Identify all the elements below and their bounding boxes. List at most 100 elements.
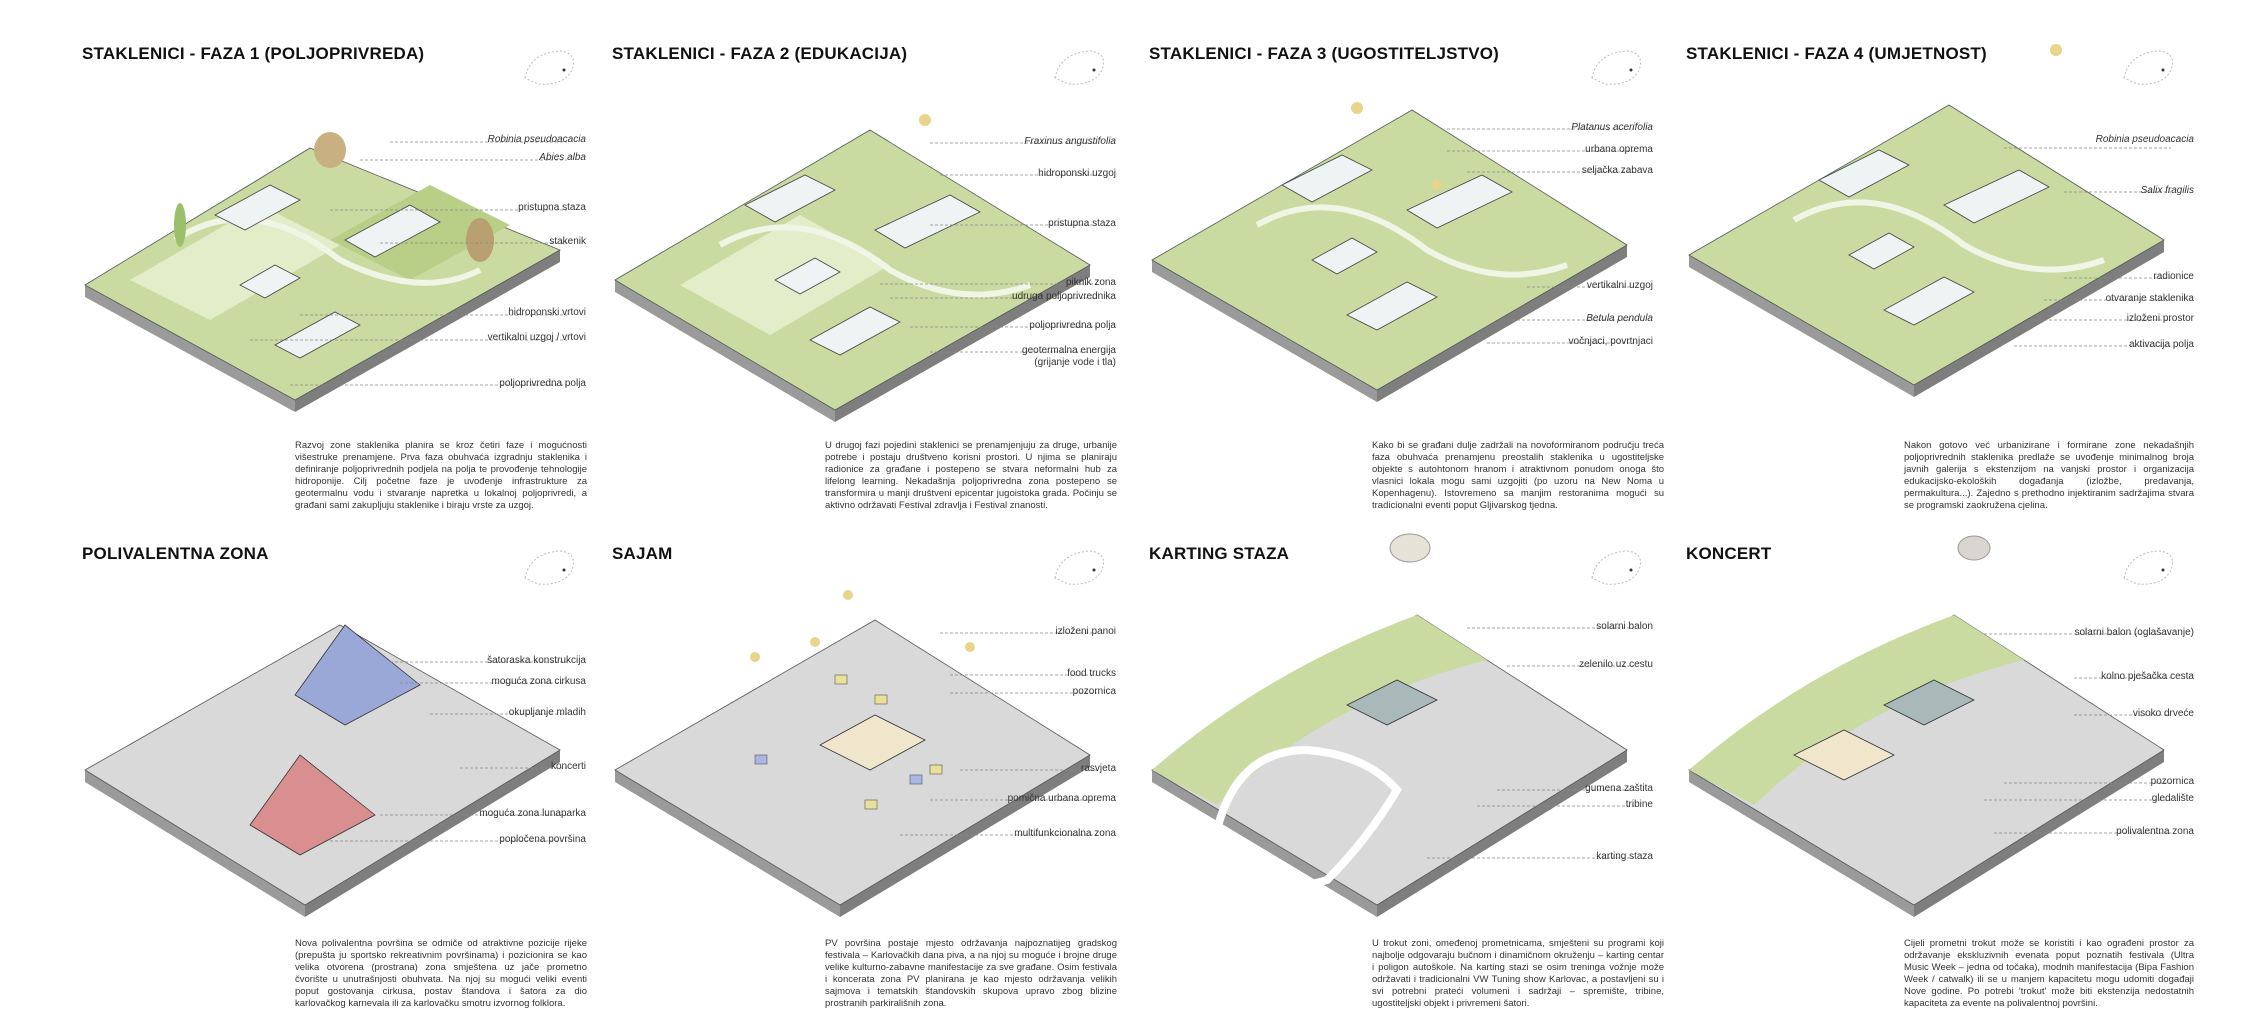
slab-side [85,770,305,917]
panel-polivalentna-zona: POLIVALENTNA ZONA šatoraska konstrukcija… [0,500,587,1009]
green-strip [1689,615,2024,805]
label: popločena površina [499,834,586,845]
label: food trucks [1067,668,1116,679]
label: piknik zona [1065,277,1116,288]
label: vertikalni uzgoj [1586,280,1653,291]
label: pomična urbana oprema [1007,793,1116,804]
label: visoko drveće [2132,708,2194,719]
isometric-diagram [1151,533,1634,917]
label: okupljanje mladih [508,707,586,718]
label: Robinia pseudoacacia [2095,134,2194,145]
label: hidroponski vrtovi [508,307,586,318]
paved-ground [84,624,561,906]
panel-sajam: SAJAM izloženi panoi food trucks pozorni… [530,500,1117,1009]
label: polivalentna zona [2116,826,2194,837]
karting-track [1212,745,1402,889]
leaf-map-icon [2123,550,2173,585]
slab-side [1152,260,1377,402]
panel-title: STAKLENICI - FAZA 2 (EDUKACIJA) [612,44,908,63]
panel-title: STAKLENICI - FAZA 3 (UGOSTITELJSTVO) [1149,44,1500,63]
slab-side [835,265,1090,422]
greenhouse [214,184,441,359]
slab-side [615,280,835,422]
isometric-diagram [1688,535,2171,917]
label: multifunkcionalna zona [1014,828,1116,839]
panel-title: SAJAM [612,544,673,563]
stand-blue [754,754,923,785]
label: solarni balon (oglašavanje) [2074,627,2194,638]
slab-side [1689,255,1914,397]
panel-faza-2: STAKLENICI - FAZA 2 (EDUKACIJA) Fraxinus… [530,0,1117,511]
panel-title: STAKLENICI - FAZA 4 (UMJETNOST) [1686,44,1987,63]
slab-side [295,250,560,412]
leaf-map-icon [524,550,574,585]
panel-description: U drugoj fazi pojedini staklenici se pre… [825,440,1117,511]
slab-side [1914,240,2164,397]
label: stakenik [549,236,586,247]
green-strip [1152,615,1487,805]
balloon [1351,102,1442,190]
label: vertikalni uzgoj / vrtovi [487,332,586,343]
panel-description: PV površina postaje mjesto održavanja na… [825,938,1117,1009]
leaf-map-icon [1054,50,1104,85]
panel-koncert: KONCERT solarni balon (oglašavanje) koln… [1604,500,2194,1009]
greenhouse [1281,154,1513,331]
label: gledalište [2151,793,2194,804]
stage [1793,729,1895,781]
paved-ground [614,619,1091,906]
building [1883,679,1975,726]
label: (grijanje vode i tla) [1034,357,1116,368]
label: pozornica [2150,776,2194,787]
label: zelenilo uz cestu [1579,659,1653,670]
label: Betula pendula [1586,313,1653,324]
panel-description: Razvoj zone staklenika planira se kroz č… [295,440,587,511]
panel-faza-1: STAKLENICI - FAZA 1 (POLJOPRIVREDA) Robi… [0,0,587,511]
site-ground [1688,104,2165,386]
stand [834,674,943,810]
label: gumena zaštita [1585,783,1653,794]
label: vočnjaci, povrtnjaci [1568,336,1653,347]
panel-description: Nakon gotovo već urbanizirane i formiran… [1904,440,2194,511]
panel-title: POLIVALENTNA ZONA [82,544,269,563]
isometric-diagram [84,624,567,917]
label: izloženi prostor [2126,313,2194,324]
label: radionice [2153,271,2194,282]
site-ground [1151,109,1628,391]
slab-side [840,755,1090,917]
panel-title: KARTING STAZA [1149,544,1290,563]
building [1346,679,1438,726]
label: izloženi panoi [1055,626,1116,637]
label: moguća zona cirkusa [491,676,587,687]
path [1792,199,2106,273]
label: poljoprivredna polja [499,378,586,389]
label: rasvjeta [1080,763,1116,774]
isometric-diagram [84,132,567,412]
isometric-diagram [1151,102,1634,402]
panel-description: Nova polivalentna površina se odmiče od … [295,938,587,1009]
label: moguća zona lunaparka [479,808,586,819]
label: pozornica [1072,686,1116,697]
balloon [919,114,931,126]
label: koncerti [550,761,586,772]
panel-description: Kako bi se građani dulje zadržali na nov… [1372,440,1664,511]
slab-side [1377,245,1627,402]
label: udruga poljoprivrednika [1012,291,1116,302]
path [173,216,482,286]
stage [819,714,926,771]
label: Robinia pseudoacacia [487,134,586,145]
label: tribine [1625,799,1653,810]
tent-red [249,754,376,856]
isometric-diagram [1688,44,2171,397]
isometric-diagram [614,590,1097,917]
label: pristupna staza [1048,218,1116,229]
label: Fraxinus angustifolia [1024,136,1116,147]
panel-description: Cijeli prometni trokut može se koristiti… [1904,938,2194,1009]
panel-faza-3: STAKLENICI - FAZA 3 (UGOSTITELJSTVO) Pla… [1067,0,1664,511]
isometric-diagram [614,114,1097,422]
path [1255,204,1569,278]
label: otvaranje staklenika [2105,293,2194,304]
slab-side [1914,750,2164,917]
panel-faza-4: STAKLENICI - FAZA 4 (UMJETNOST) Robinia … [1604,0,2194,511]
label: geotermalna energija [1022,345,1116,356]
panel-title: KONCERT [1686,544,1772,563]
